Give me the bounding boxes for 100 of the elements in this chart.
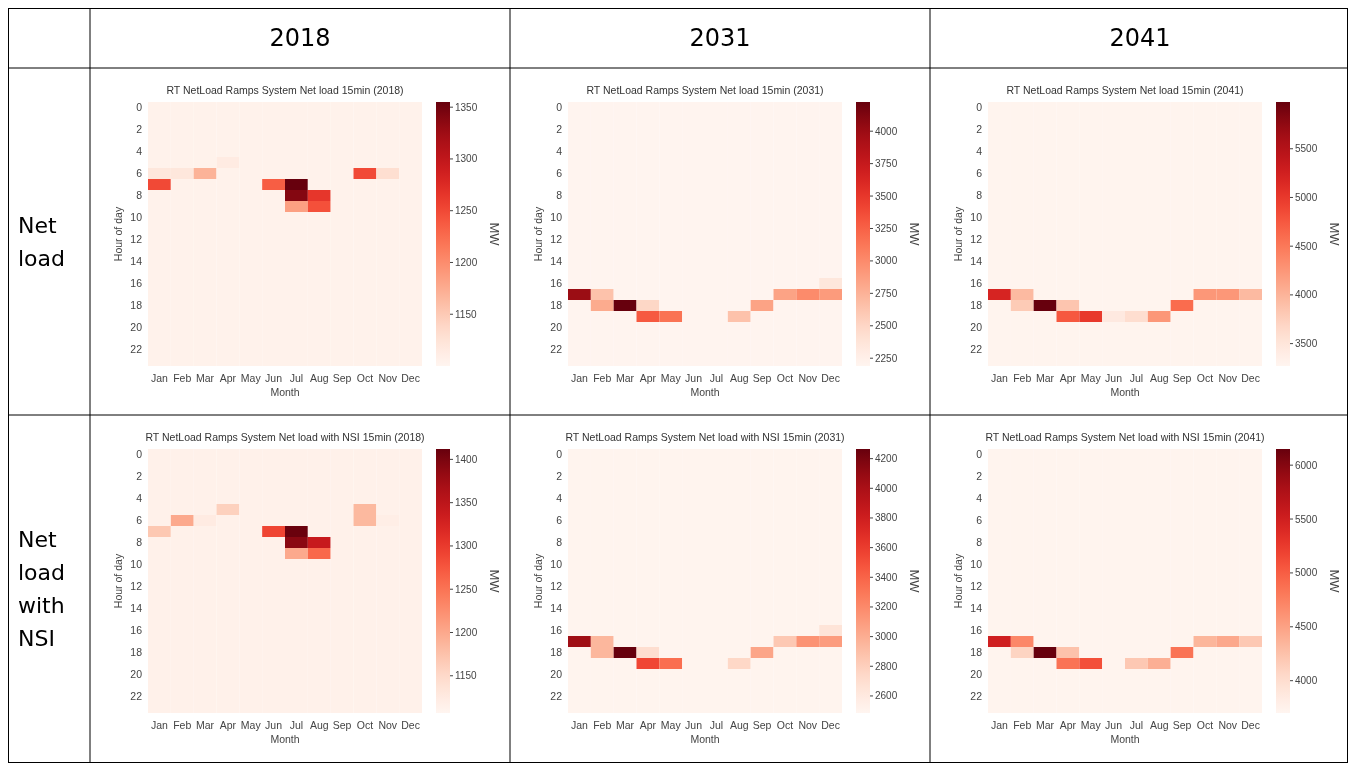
color-bar-label: 4500 [1295, 240, 1318, 252]
chart-title: RT NetLoad Ramps System Net load with NSI 15min (2018) [145, 431, 425, 443]
x-tick-label: Jul [289, 719, 304, 731]
y-tick-label: 6 [976, 514, 983, 527]
x-tick-label: Apr [219, 719, 237, 731]
x-tick-label: Aug [1149, 719, 1169, 731]
x-tick-label: Nov [1218, 719, 1238, 731]
color-bar-label: 1350 [455, 497, 478, 509]
y-tick-label: 2 [976, 123, 983, 136]
x-tick-label: Aug [1149, 372, 1169, 384]
color-bar-label: 6000 [1295, 459, 1318, 471]
y-tick-label: 20 [970, 321, 983, 334]
x-axis-title: Month [690, 386, 720, 398]
y-tick-label: 4 [976, 145, 983, 158]
y-tick-label: 8 [136, 189, 143, 202]
chart-title: RT NetLoad Ramps System Net load with NSI 15min (2031) [565, 431, 845, 443]
x-tick-label: Jun [685, 719, 703, 731]
y-tick-label: 20 [550, 668, 563, 681]
x-tick-label: Sep [332, 719, 352, 731]
color-bar-label: 2500 [875, 320, 898, 332]
color-bar-label: 3600 [875, 542, 898, 554]
x-tick-label: Feb [593, 719, 612, 731]
y-tick-label: 22 [970, 343, 983, 356]
x-tick-label: Jan [570, 372, 589, 384]
x-tick-label: Jun [1105, 719, 1123, 731]
x-axis-title: Month [270, 386, 300, 398]
y-tick-label: 6 [556, 167, 563, 180]
y-tick-label: 2 [136, 470, 143, 483]
color-bar-label: 2600 [875, 690, 898, 702]
y-tick-label: 14 [550, 602, 563, 615]
x-tick-label: Oct [1196, 719, 1214, 731]
y-tick-label: 0 [136, 448, 143, 461]
y-tick-label: 4 [556, 145, 563, 158]
chart-title: RT NetLoad Ramps System Net load with NSI 15min (2041) [985, 431, 1265, 443]
x-tick-label: Jan [150, 372, 169, 384]
x-tick-label: Mar [1036, 372, 1055, 384]
x-tick-label: Apr [639, 719, 657, 731]
color-bar-label: 3800 [875, 512, 898, 524]
color-bar-label: 2750 [875, 287, 898, 299]
y-tick-label: 22 [130, 690, 143, 703]
color-bar-label: 3000 [875, 631, 898, 643]
color-bar-title: MW [1327, 569, 1342, 594]
x-tick-label: Aug [729, 719, 749, 731]
chart-title: RT NetLoad Ramps System Net load 15min (2018) [166, 84, 404, 96]
x-tick-label: Feb [173, 372, 192, 384]
y-tick-label: 10 [550, 558, 563, 571]
x-tick-label: Jan [990, 719, 1009, 731]
y-tick-label: 10 [970, 211, 983, 224]
y-tick-label: 12 [550, 580, 563, 593]
x-tick-label: Oct [1196, 372, 1214, 384]
y-tick-label: 14 [970, 255, 983, 268]
y-tick-label: 14 [550, 255, 563, 268]
x-tick-label: Sep [1172, 719, 1192, 731]
color-bar-label: 4000 [875, 125, 898, 137]
x-tick-label: Sep [1172, 372, 1192, 384]
x-axis-title: Month [1110, 386, 1140, 398]
x-tick-label: Jun [685, 372, 703, 384]
text: 2018 [269, 24, 331, 53]
color-bar-label: 3200 [875, 601, 898, 613]
text: 2041 [1109, 24, 1171, 53]
color-bar-label: 2800 [875, 660, 898, 672]
x-tick-label: Mar [196, 372, 215, 384]
y-tick-label: 22 [970, 690, 983, 703]
x-tick-label: Apr [219, 372, 237, 384]
color-bar-label: 1150 [455, 308, 477, 320]
y-tick-label: 6 [976, 167, 983, 180]
x-tick-label: Oct [776, 719, 794, 731]
y-tick-label: 16 [550, 624, 563, 637]
y-tick-label: 14 [970, 602, 983, 615]
x-tick-label: May [240, 372, 262, 384]
y-tick-label: 14 [130, 255, 143, 268]
y-tick-label: 6 [136, 514, 143, 527]
x-tick-label: Nov [1218, 372, 1238, 384]
y-tick-label: 12 [970, 233, 983, 246]
y-tick-label: 22 [550, 343, 563, 356]
x-tick-label: Aug [309, 719, 329, 731]
color-bar-label: 5500 [1295, 513, 1318, 525]
x-tick-label: Sep [752, 372, 772, 384]
color-bar-label: 1250 [455, 205, 478, 217]
color-bar-label: 3750 [875, 158, 898, 170]
x-tick-label: Apr [1059, 719, 1077, 731]
x-tick-label: Feb [173, 719, 192, 731]
color-bar-title: MW [1327, 222, 1342, 247]
x-tick-label: May [1080, 372, 1102, 384]
x-tick-label: Jun [265, 372, 283, 384]
y-tick-label: 12 [130, 233, 143, 246]
x-tick-label: Dec [1241, 719, 1260, 731]
y-tick-label: 0 [976, 448, 983, 461]
x-tick-label: Nov [798, 719, 818, 731]
color-bar-label: 4500 [1295, 621, 1318, 633]
y-axis-title: Hour of day [112, 553, 124, 609]
text: Net load with NSI [18, 526, 66, 651]
y-tick-label: 6 [136, 167, 143, 180]
y-tick-label: 22 [130, 343, 143, 356]
y-tick-label: 16 [970, 277, 983, 290]
x-tick-label: Jul [709, 719, 724, 731]
y-tick-label: 2 [976, 470, 983, 483]
color-bar-label: 4000 [1295, 675, 1318, 687]
x-tick-label: Jun [1105, 372, 1123, 384]
color-bar-label: 3500 [1295, 338, 1318, 350]
